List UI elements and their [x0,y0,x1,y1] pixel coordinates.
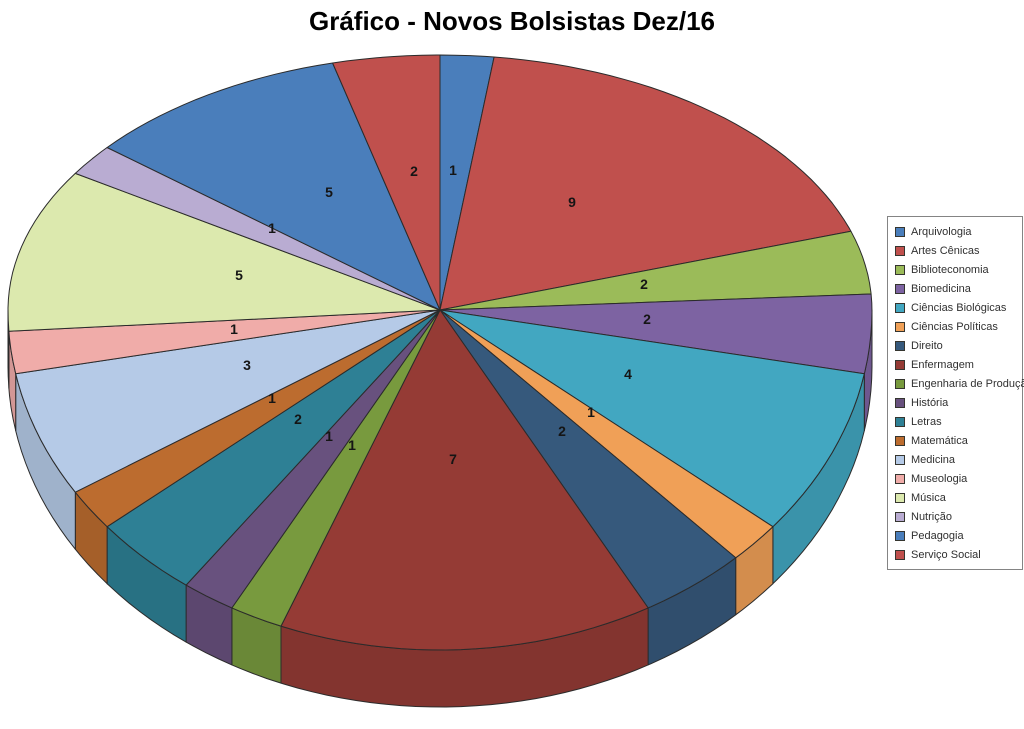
legend-item-label: Serviço Social [911,548,981,561]
legend-item-label: Enfermagem [911,358,974,371]
legend-item-16[interactable]: Pedagogia [895,526,1020,545]
legend-item-8[interactable]: Engenharia de Produção [895,374,1024,393]
data-label: 5 [325,184,333,200]
data-label: 5 [235,267,243,283]
pie-slice-1[interactable] [439,56,852,311]
legend[interactable]: Arquivologia Artes Cênicas Biblioteconomia… [887,216,1024,570]
legend-item-11[interactable]: Matemática [895,431,1020,450]
legend-item-12[interactable]: Medicina [895,450,1020,469]
data-label: 1 [449,162,457,178]
data-label: 2 [558,423,566,439]
legend-swatch-icon [895,416,905,427]
pie-slice-10[interactable] [106,309,441,586]
data-label: 1 [230,321,238,337]
legend-item-6[interactable]: Direito [895,336,1020,355]
legend-item-label: Medicina [911,453,956,466]
pie-slice-3[interactable] [439,293,873,375]
legend-item-label: Música [911,491,946,504]
data-label: 1 [325,428,333,444]
pie-slice-7[interactable] [280,309,649,651]
legend-item-label: Pedagogia [911,529,964,542]
pie-slice-16[interactable] [106,62,441,311]
data-label: 4 [624,366,632,382]
data-label: 2 [643,311,651,327]
legend-swatch-icon [895,264,905,275]
data-label: 1 [268,220,276,236]
legend-swatch-icon [895,492,905,503]
legend-swatch-icon [895,359,905,370]
legend-item-13[interactable]: Museologia [895,469,1020,488]
legend-swatch-icon [895,245,905,256]
legend-swatch-icon [895,435,905,446]
pie-slice-4[interactable] [439,309,865,528]
legend-item-label: História [911,396,949,409]
legend-item-label: Matemática [911,434,968,447]
legend-item-17[interactable]: Serviço Social [895,545,1020,564]
pie-slice-6[interactable] [439,309,737,609]
data-label: 7 [449,451,457,467]
legend-item-label: Biblioteconomia [911,263,989,276]
legend-swatch-icon [895,549,905,560]
legend-item-label: Ciências Biológicas [911,301,1007,314]
data-label: 3 [243,357,251,373]
legend-item-15[interactable]: Nutrição [895,507,1020,526]
legend-swatch-icon [895,283,905,294]
legend-item-label: Letras [911,415,942,428]
legend-item-label: Ciências Políticas [911,320,998,333]
data-label: 1 [587,404,595,420]
data-label: 1 [348,437,356,453]
legend-swatch-icon [895,226,905,237]
legend-item-7[interactable]: Enfermagem [895,355,1020,374]
legend-item-label: Nutrição [911,510,952,523]
data-label: 2 [410,163,418,179]
legend-item-0[interactable]: Arquivologia [895,222,1020,241]
legend-item-2[interactable]: Biblioteconomia [895,260,1020,279]
legend-swatch-icon [895,454,905,465]
legend-item-label: Artes Cênicas [911,244,980,257]
legend-swatch-icon [895,473,905,484]
legend-swatch-icon [895,321,905,332]
legend-item-label: Engenharia de Produção [911,377,1024,390]
legend-item-14[interactable]: Música [895,488,1020,507]
legend-swatch-icon [895,378,905,389]
legend-item-label: Direito [911,339,943,352]
legend-item-1[interactable]: Artes Cênicas [895,241,1020,260]
legend-item-9[interactable]: História [895,393,1020,412]
legend-swatch-icon [895,397,905,408]
legend-item-10[interactable]: Letras [895,412,1020,431]
pie-slice-12[interactable] [15,309,441,493]
legend-item-label: Biomedicina [911,282,971,295]
data-label: 2 [640,276,648,292]
data-label: 2 [294,411,302,427]
legend-swatch-icon [895,340,905,351]
data-label: 9 [568,194,576,210]
data-label: 1 [268,390,276,406]
legend-swatch-icon [895,530,905,541]
pie-slice-14[interactable] [7,172,441,332]
legend-swatch-icon [895,511,905,522]
pie-slice-17[interactable] [332,54,441,311]
legend-item-label: Arquivologia [911,225,972,238]
legend-item-label: Museologia [911,472,968,485]
legend-swatch-icon [895,302,905,313]
legend-item-4[interactable]: Ciências Biológicas [895,298,1020,317]
pie-slice-2[interactable] [439,230,872,311]
legend-item-3[interactable]: Biomedicina [895,279,1020,298]
legend-item-5[interactable]: Ciências Políticas [895,317,1020,336]
chart-title: Gráfico - Novos Bolsistas Dez/16 [308,6,716,36]
